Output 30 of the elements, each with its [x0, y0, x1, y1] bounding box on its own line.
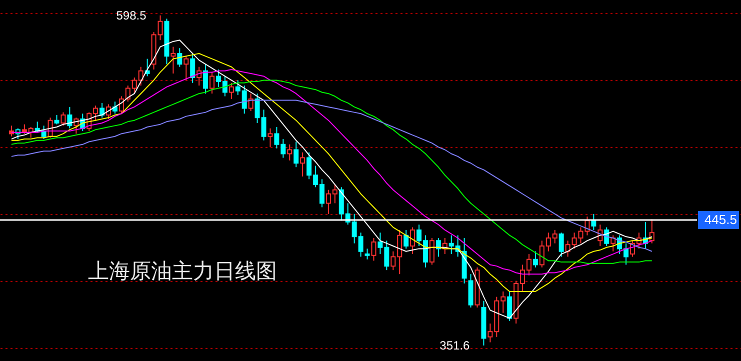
candlestick [60, 112, 66, 126]
candlestick [364, 248, 370, 260]
candlestick [404, 229, 409, 250]
candlestick [532, 250, 538, 268]
candlestick [177, 48, 182, 68]
candlestick [610, 234, 616, 252]
candlestick [184, 56, 189, 81]
candlestick [287, 144, 292, 161]
ref-line-label: 445.5 [704, 212, 737, 227]
candlestick [248, 93, 254, 112]
annotation: 598.5 [116, 8, 147, 22]
candlestick [294, 141, 299, 168]
candlestick [67, 106, 72, 129]
candlestick [591, 213, 596, 230]
candlestick [190, 52, 196, 84]
candlestick [371, 237, 376, 262]
candlestick [170, 46, 176, 74]
candlestick [268, 128, 273, 148]
candlestick [54, 114, 60, 125]
candlestick [210, 72, 215, 94]
candlestick [228, 82, 234, 100]
annotation: 上海原油主力日线图 [88, 259, 277, 283]
candlestick [118, 96, 124, 114]
candlestick [203, 64, 208, 94]
annotation: 351.6 [440, 338, 470, 352]
candlestick [429, 237, 434, 266]
candlestick [410, 226, 416, 255]
candlestick [558, 232, 564, 258]
candlestick [507, 290, 512, 322]
candlestick [300, 152, 306, 177]
